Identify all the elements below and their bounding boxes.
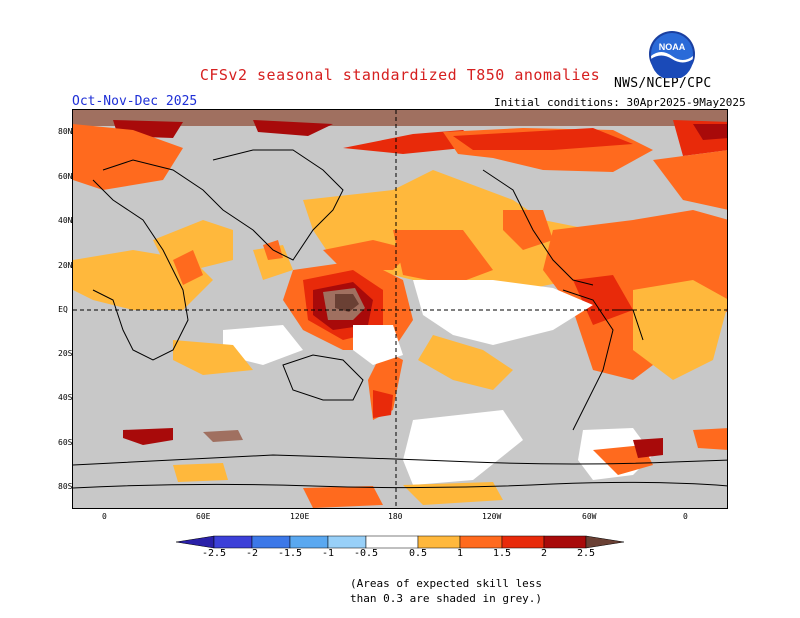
colorbar-label: 1 [456, 548, 464, 559]
lat-label-60n: 60N [58, 172, 73, 181]
anomaly-map [72, 109, 728, 509]
colorbar-label: -2 [245, 548, 259, 559]
colorbar-label: 2 [540, 548, 548, 559]
initial-conditions: Initial conditions: 30Apr2025-9May2025 [494, 96, 746, 109]
lat-label-20n: 20N [58, 261, 73, 270]
noaa-logo: NOAA [649, 31, 695, 78]
coastlines [73, 149, 727, 489]
lon-label-0-east: 0 [683, 512, 688, 521]
colorbar-label: -0.5 [353, 548, 379, 559]
colorbar-label: -2.5 [201, 548, 227, 559]
skill-note: (Areas of expected skill less than 0.3 a… [350, 576, 542, 606]
lon-label-0: 0 [102, 512, 107, 521]
lat-label-80n: 80N [58, 127, 73, 136]
lon-label-60e: 60E [196, 512, 211, 521]
lon-label-120w: 120W [482, 512, 502, 521]
map-canvas [73, 110, 727, 508]
lat-label-80s: 80S [58, 482, 73, 491]
lon-label-180: 180 [388, 512, 403, 521]
colorbar-label: -1 [321, 548, 335, 559]
lat-label-40s: 40S [58, 393, 73, 402]
lon-label-120e: 120E [290, 512, 310, 521]
map-title: CFSv2 seasonal standardized T850 anomali… [199, 66, 601, 84]
colorbar-label: -1.5 [277, 548, 303, 559]
colorbar [175, 535, 625, 549]
forecast-period: Oct-Nov-Dec 2025 [72, 94, 198, 109]
arctic-brown-band [73, 110, 727, 126]
colorbar-label: 2.5 [576, 548, 596, 559]
lat-label-40n: 40N [58, 216, 73, 225]
colorbar-swatch-arrow-low [175, 535, 215, 549]
lat-label-60s: 60S [58, 438, 73, 447]
organization-label: NWS/NCEP/CPC [614, 76, 712, 91]
lon-label-60w: 60W [582, 512, 597, 521]
skill-note-line-2: than 0.3 are shaded in grey.) [350, 592, 543, 605]
colorbar-swatch-arrow-high [585, 535, 625, 549]
skill-note-line-1: (Areas of expected skill less [350, 577, 543, 590]
lat-label-eq: EQ [58, 305, 68, 314]
colorbar-label: 1.5 [492, 548, 512, 559]
colorbar-label: 0.5 [408, 548, 428, 559]
lat-label-20s: 20S [58, 349, 73, 358]
logo-text: NOAA [659, 42, 686, 52]
